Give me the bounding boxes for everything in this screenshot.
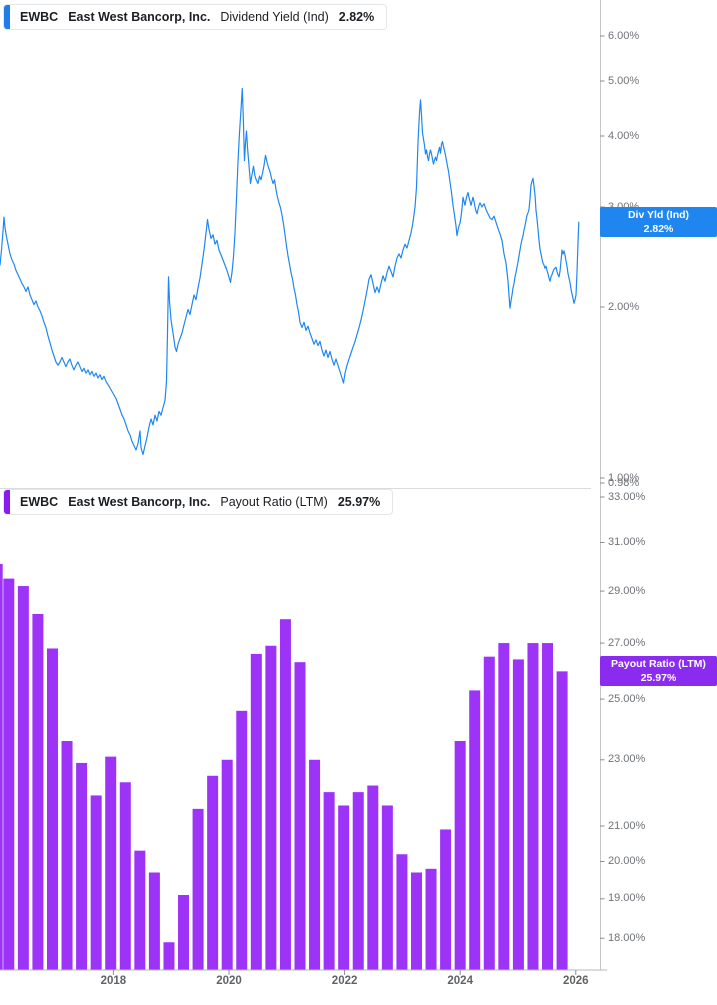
ticker-label: EWBC [20,495,59,509]
payout-ratio-bar[interactable] [207,775,219,970]
metric-name-label: Payout Ratio (LTM) [220,495,328,509]
payout-ratio-bar[interactable] [90,795,102,970]
payout-ratio-bar[interactable] [134,850,146,970]
payout-ratio-bar[interactable] [483,656,495,970]
payout-ratio-bar[interactable] [294,662,306,970]
series-header-dividend-yield[interactable]: EWBC East West Bancorp, Inc. Dividend Yi… [3,4,388,30]
payout-ratio-bar[interactable] [178,895,190,970]
payout-ratio-bar[interactable] [527,643,539,970]
payout-ratio-bar[interactable] [17,586,29,970]
payout-ratio-bar[interactable] [76,762,88,970]
company-name-label: East West Bancorp, Inc. [68,10,211,24]
metric-value-label: 2.82% [338,10,375,24]
payout-ratio-bar[interactable] [381,805,393,970]
payout-ratio-bar[interactable] [105,756,117,970]
payout-ratio-bar[interactable] [265,645,277,970]
payout-ratio-bar[interactable] [352,792,364,970]
payout-ratio-bar[interactable] [367,785,379,970]
payout-ratio-bar[interactable] [46,648,58,970]
payout-ratio-bar[interactable] [410,872,422,970]
payout-ratio-bar[interactable] [425,868,437,970]
series-header-payout-ratio[interactable]: EWBC East West Bancorp, Inc. Payout Rati… [3,489,394,515]
company-name-label: East West Bancorp, Inc. [68,495,211,509]
payout-ratio-bar[interactable] [440,829,452,970]
badge-metric-label: Payout Ratio (LTM) [611,658,706,671]
last-value-badge-payout-ratio: Payout Ratio (LTM) 25.97% [600,656,717,687]
payout-ratio-bar[interactable] [250,653,262,970]
payout-ratio-bar[interactable] [542,643,554,970]
payout-ratio-bar[interactable] [192,808,204,970]
payout-ratio-bar[interactable] [279,619,291,970]
payout-ratio-bar[interactable] [3,578,15,970]
payout-ratio-bar[interactable] [338,805,350,970]
badge-value-label: 2.82% [643,223,674,236]
payout-ratio-bar[interactable] [556,671,568,970]
payout-ratio-bar[interactable] [309,759,321,970]
dividend-yield-line[interactable] [0,87,580,456]
payout-ratio-bar[interactable] [512,659,524,970]
series-accent-bar [4,5,10,29]
ticker-label: EWBC [20,10,59,24]
payout-ratio-bar[interactable] [454,741,466,970]
payout-ratio-bar[interactable] [221,759,233,970]
badge-metric-label: Div Yld (Ind) [627,209,690,222]
payout-ratio-bar[interactable] [498,643,510,970]
payout-ratio-bar[interactable] [119,782,131,970]
badge-value-label: 25.97% [640,672,677,685]
metric-name-label: Dividend Yield (Ind) [220,10,329,24]
metric-value-label: 25.97% [337,495,381,509]
payout-ratio-bar[interactable] [32,614,44,970]
payout-ratio-bar[interactable] [323,792,335,970]
payout-ratio-bar[interactable] [163,942,175,970]
series-accent-bar [4,490,10,514]
payout-ratio-bar[interactable] [396,854,408,970]
payout-ratio-bar[interactable] [469,690,481,970]
payout-ratio-bar[interactable] [0,563,3,970]
payout-ratio-bar[interactable] [148,872,160,970]
payout-ratio-bar[interactable] [236,710,248,970]
last-value-badge-div-yld: Div Yld (Ind) 2.82% [600,207,717,238]
payout-ratio-bar[interactable] [61,741,73,970]
